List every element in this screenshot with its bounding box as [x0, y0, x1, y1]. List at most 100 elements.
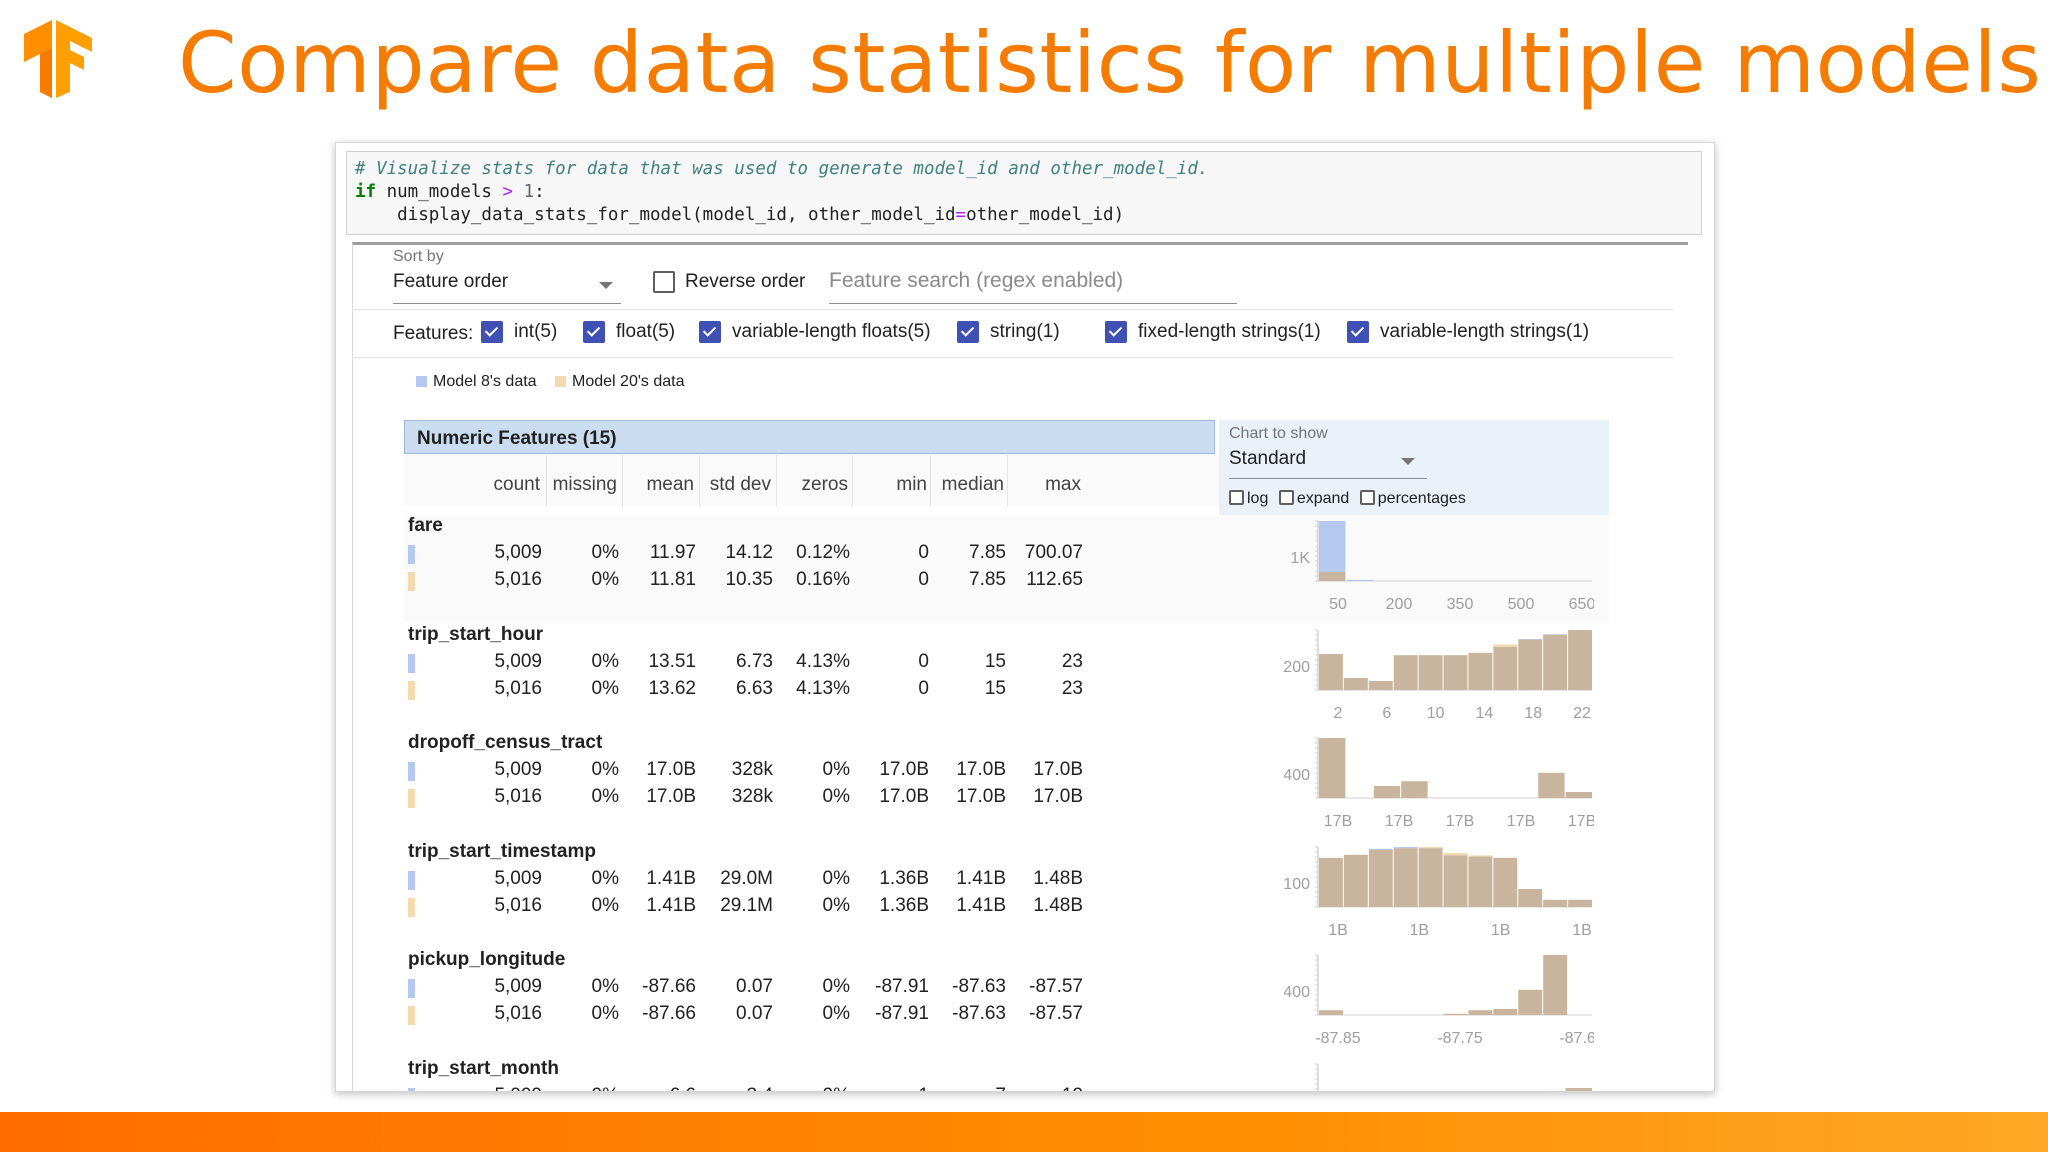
- feature-row[interactable]: fare 5,009 0% 11.97 14.12 0.12% 0 7.85 700.07 5,0…: [404, 515, 1609, 623]
- cell-max: 112.65: [1026, 569, 1083, 590]
- histogram-chart[interactable]: 400 17B 17B 17B 17B 17B: [1284, 732, 1594, 832]
- histogram-chart[interactable]: 1K 50 200 350 500 650: [1284, 515, 1594, 615]
- cell-zeros: 4.13%: [796, 651, 850, 672]
- checkbox-icon[interactable]: [1278, 490, 1294, 505]
- tensorflow-logo-icon: [24, 20, 92, 98]
- filter-variable-length-floats[interactable]: variable-length floats(5): [699, 321, 931, 343]
- histogram-chart[interactable]: 100 1B 1B 1B 1B: [1284, 841, 1594, 941]
- checkbox-checked-icon[interactable]: [957, 321, 979, 343]
- cell-median: -87.63: [952, 976, 1006, 997]
- sort-by-dropdown[interactable]: Feature order: [393, 271, 621, 304]
- option-expand[interactable]: expand: [1278, 490, 1349, 507]
- checkbox-icon[interactable]: [1229, 490, 1244, 505]
- notebook-window: # Visualize stats for data that was used…: [335, 142, 1715, 1092]
- cell-std-dev: 328k: [731, 759, 773, 780]
- column-header-std-dev[interactable]: std dev: [709, 474, 771, 495]
- feature-search-input[interactable]: Feature search (regex enabled): [829, 269, 1237, 304]
- histogram-bar: [1368, 850, 1393, 907]
- cell-std-dev: 29.1M: [720, 895, 773, 916]
- checkbox-checked-icon[interactable]: [583, 321, 605, 343]
- cell-min: -87.91: [875, 976, 929, 997]
- histogram-chart[interactable]: 200 2 6 10 14 18 22: [1284, 624, 1594, 724]
- x-tick-label: 22: [1573, 705, 1591, 722]
- column-header-min[interactable]: min: [896, 474, 927, 495]
- checkbox-checked-icon[interactable]: [1105, 321, 1127, 343]
- column-header-max[interactable]: max: [1045, 474, 1081, 495]
- cell-missing: 0%: [591, 678, 619, 699]
- option-log[interactable]: log: [1229, 490, 1268, 507]
- feature-type-filter: Features: int(5) float(5) variable-lengt…: [353, 311, 1673, 358]
- checkbox-checked-icon[interactable]: [1347, 321, 1369, 343]
- feature-name: trip_start_hour: [408, 624, 544, 645]
- feature-row[interactable]: dropoff_census_tract 5,009 0% 17.0B 328k 0% 17…: [404, 732, 1609, 840]
- y-axis-label: 200: [1284, 659, 1310, 676]
- cell-missing: 0%: [591, 868, 619, 889]
- feature-row[interactable]: pickup_longitude 5,009 0% -87.66 0.07 0% -87.9…: [404, 949, 1609, 1057]
- cell-count: 5,016: [494, 786, 542, 807]
- chart-options: log expand percentages: [1229, 490, 1472, 508]
- code-keyword: if: [355, 182, 377, 202]
- cell-mean: 17.0B: [646, 759, 696, 780]
- checkbox-checked-icon[interactable]: [481, 321, 503, 343]
- histogram-bar: [1418, 848, 1443, 907]
- histogram-bar-excess: [1493, 644, 1518, 647]
- series-marker: [408, 1006, 415, 1025]
- column-divider: [852, 455, 853, 507]
- features-label: Features:: [393, 323, 474, 344]
- column-header-zeros[interactable]: zeros: [801, 474, 848, 495]
- chart-type-dropdown[interactable]: Standard: [1229, 448, 1427, 479]
- chart-type-value: Standard: [1229, 448, 1307, 469]
- filter-fixed-length-strings[interactable]: fixed-length strings(1): [1105, 321, 1321, 343]
- histogram-bar: [1343, 854, 1368, 907]
- code-cell[interactable]: # Visualize stats for data that was used…: [346, 151, 1702, 235]
- filter-string[interactable]: string(1): [957, 321, 1060, 343]
- feature-row[interactable]: trip_start_hour 5,009 0% 13.51 6.73 4.13% 0 15 2…: [404, 624, 1609, 732]
- y-axis-label: 100: [1284, 876, 1310, 893]
- chart-legend: Model 8's data Model 20's data: [416, 373, 684, 391]
- stats-row: 5,016 0% 17.0B 328k 0% 17.0B 17.0B 17.0B: [404, 786, 1104, 808]
- series-marker: [408, 572, 415, 591]
- filter-float[interactable]: float(5): [583, 321, 675, 343]
- histogram-bar: [1319, 572, 1346, 581]
- filter-int[interactable]: int(5): [481, 321, 557, 343]
- column-header-median[interactable]: median: [941, 474, 1004, 495]
- column-header-count[interactable]: count: [493, 474, 540, 495]
- histogram-chart[interactable]: [1284, 1058, 1594, 1092]
- histogram-bar-excess: [1368, 848, 1393, 850]
- checkbox-icon[interactable]: [1359, 490, 1375, 505]
- filter-variable-length-strings[interactable]: variable-length strings(1): [1347, 321, 1589, 343]
- x-tick-label: 650: [1569, 596, 1594, 613]
- histogram-bar: [1518, 889, 1543, 907]
- checkbox-icon[interactable]: [653, 271, 675, 293]
- feature-row[interactable]: trip_start_timestamp 5,009 0% 1.41B 29.0M 0% 1…: [404, 841, 1609, 949]
- cell-missing: 0%: [591, 976, 619, 997]
- column-header-missing[interactable]: missing: [552, 474, 617, 495]
- cell-count: 5,009: [494, 542, 542, 563]
- sort-by-value: Feature order: [393, 271, 509, 292]
- histogram-bar: [1468, 652, 1493, 690]
- option-label: percentages: [1377, 490, 1466, 507]
- option-percentages[interactable]: percentages: [1359, 490, 1466, 507]
- column-header-mean[interactable]: mean: [646, 474, 694, 495]
- histogram-bar: [1568, 899, 1592, 907]
- cell-max: 1.48B: [1033, 895, 1083, 916]
- histogram-chart[interactable]: 400 -87.85 -87.75 -87.65: [1284, 949, 1594, 1049]
- x-tick-label: 17B: [1446, 813, 1474, 830]
- cell-zeros: 0%: [822, 976, 850, 997]
- cell-std-dev: 29.0M: [720, 868, 773, 889]
- sort-by-label: Sort by: [393, 248, 444, 265]
- search-placeholder: Feature search (regex enabled): [829, 269, 1124, 292]
- code-text: other_model_id): [966, 205, 1125, 225]
- histogram-bar-excess: [1543, 634, 1568, 635]
- cell-std-dev: 0.07: [736, 1003, 773, 1024]
- table-section-header[interactable]: Numeric Features (15): [404, 420, 1215, 454]
- histogram-bar: [1518, 989, 1543, 1015]
- x-tick-label: 17B: [1507, 813, 1535, 830]
- checkbox-checked-icon[interactable]: [699, 321, 721, 343]
- reverse-order-label: Reverse order: [685, 271, 806, 293]
- filter-label: variable-length floats(5): [732, 321, 931, 343]
- reverse-order-toggle[interactable]: Reverse order: [653, 271, 805, 293]
- column-divider: [622, 455, 623, 507]
